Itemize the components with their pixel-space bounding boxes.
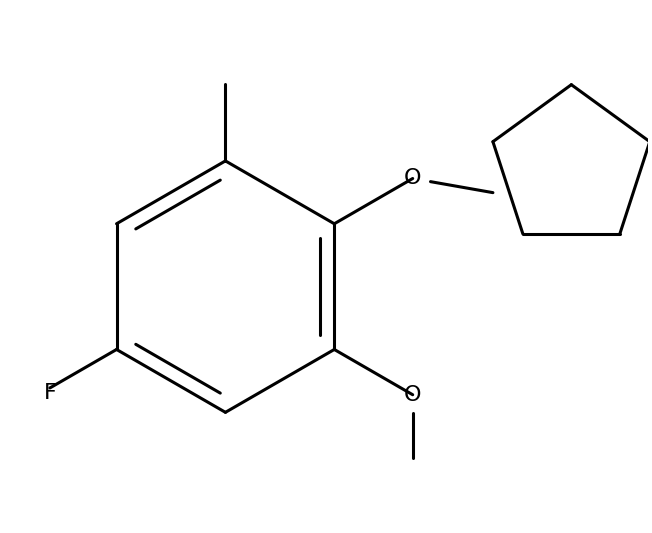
Text: F: F <box>44 383 56 403</box>
Text: O: O <box>404 385 421 405</box>
Text: O: O <box>404 168 421 189</box>
